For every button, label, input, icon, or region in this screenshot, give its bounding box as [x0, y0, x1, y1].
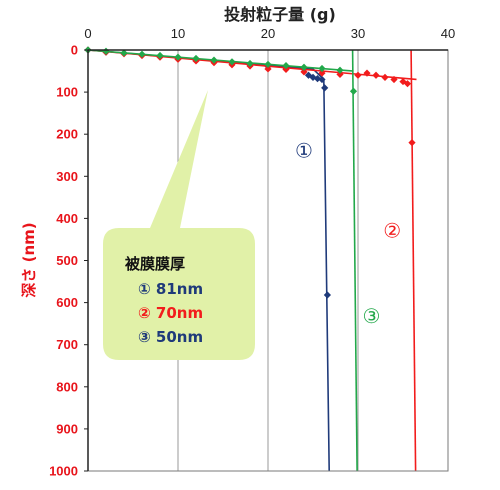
series [84, 46, 417, 472]
y-tick-label-700: 700 [56, 337, 78, 352]
curve-labels: ① ② ③ [295, 138, 401, 327]
series-3-point-7 [210, 56, 218, 64]
series-3-point-15 [349, 87, 358, 95]
y-axis-title: 深さ (nm) [20, 222, 38, 297]
curve-label-3: ③ [363, 304, 381, 328]
series-3-point-4 [156, 51, 164, 60]
series-3-point-1 [102, 47, 110, 55]
y-tick-label-800: 800 [56, 379, 78, 394]
y-tick-label-1000: 1000 [49, 464, 78, 479]
callout-item-3: ③ 50nm [138, 328, 203, 346]
curve-label-1: ① [295, 138, 313, 162]
series-2-point-13 [318, 69, 326, 77]
series-3-point-11 [282, 61, 290, 70]
series-3-point-10 [264, 60, 272, 68]
series-2-point-15 [354, 71, 362, 79]
series-2-point-19 [390, 75, 398, 84]
callout-title: 被膜膜厚 [125, 255, 185, 273]
callout-item-2: ② 70nm [138, 304, 203, 322]
y-tick-label-200: 200 [56, 127, 78, 142]
series-1-point-16 [318, 75, 326, 84]
x-tick-label-0: 0 [84, 26, 91, 41]
series-2-asymptote-line [410, 49, 417, 472]
series-3-point-2 [120, 49, 128, 57]
y-tick-label-500: 500 [56, 253, 78, 268]
series-3-point-5 [174, 53, 182, 61]
curve-label-2: ② [383, 218, 401, 242]
y-tick-label-0: 0 [71, 43, 78, 58]
series-2-point-11 [282, 65, 290, 73]
series-2-point-22 [408, 139, 416, 147]
series-3-point-8 [228, 58, 236, 66]
callout: 被膜膜厚 ① 81nm ② 70nm ③ 50nm [103, 90, 255, 360]
series-3-point-6 [192, 54, 200, 63]
series-1-point-17 [321, 84, 329, 92]
series-3-point-12 [300, 63, 308, 71]
series-3-asymptote-line [351, 49, 358, 472]
y-tick-label-100: 100 [56, 85, 78, 100]
x-tick-label-30: 30 [351, 26, 365, 41]
y-tick-label-300: 300 [56, 169, 78, 184]
series-2-point-10 [264, 65, 272, 73]
y-tick-label-600: 600 [56, 295, 78, 310]
series-3-point-9 [246, 59, 254, 68]
series-3-fit-line [87, 49, 354, 72]
y-tick-label-900: 900 [56, 421, 78, 436]
x-tick-label-20: 20 [261, 26, 275, 41]
tick-labels: 0 10 20 30 400100200300400500600700800900100… [49, 26, 455, 479]
series-2-point-14 [336, 70, 344, 79]
series-2-point-18 [381, 73, 389, 81]
x-tick-label-10: 10 [171, 26, 185, 41]
series-1-point-15 [313, 75, 322, 83]
x-tick-label-40: 40 [441, 26, 455, 41]
series-2-point-17 [372, 71, 380, 79]
callout-bubble [103, 90, 255, 360]
axes [84, 49, 449, 472]
x-axis-title: 投射粒子量 (g) [224, 5, 336, 24]
series-3 [84, 46, 358, 472]
series-2-point-12 [300, 68, 308, 76]
series-3-point-3 [138, 50, 146, 58]
y-tick-label-400: 400 [56, 211, 78, 226]
series-1-point-18 [323, 291, 331, 299]
series-3-point-13 [318, 64, 326, 73]
series-2-point-21 [403, 80, 412, 88]
series-2-point-16 [363, 69, 371, 77]
series-3-point-14 [336, 66, 344, 74]
callout-item-1: ① 81nm [138, 280, 203, 298]
